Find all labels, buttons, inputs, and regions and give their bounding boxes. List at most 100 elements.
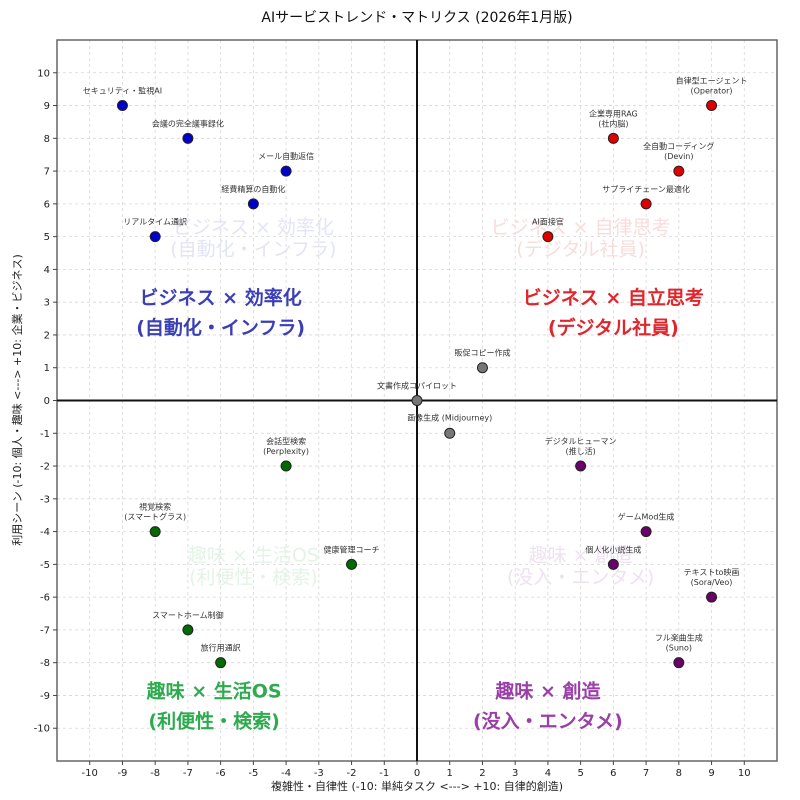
quadrant-watermark-title: ビジネス × 自律思考 bbox=[491, 217, 671, 239]
y-tick-label: -5 bbox=[40, 560, 50, 571]
quadrant-watermark-subtitle: (利便性・検索) bbox=[189, 566, 318, 588]
point-label: 画像生成 (Midjourney) bbox=[407, 412, 492, 422]
point-label: (推し活) bbox=[566, 446, 596, 456]
x-tick-label: -2 bbox=[347, 768, 357, 779]
point-label: 視覚検索 bbox=[139, 502, 171, 512]
quadrant-title-business-autonomy: ビジネス × 自立思考 bbox=[523, 286, 704, 309]
x-tick-label: -9 bbox=[117, 768, 127, 779]
quadrant-watermark-title: 趣味 × 生活OS bbox=[188, 544, 319, 566]
point-label: ゲームMod生成 bbox=[618, 512, 675, 522]
point-label: メール自動返信 bbox=[258, 151, 314, 161]
x-axis-label: 複雑性・自律性 (-10: 単純タスク <---> +10: 自律的創造) bbox=[271, 779, 563, 793]
data-point-hobby-creation bbox=[673, 657, 685, 669]
point-label: サプライチェーン最適化 bbox=[602, 184, 690, 194]
x-tick-label: -1 bbox=[379, 768, 389, 779]
x-tick-label: -6 bbox=[216, 768, 226, 779]
y-tick-label: 0 bbox=[44, 396, 50, 407]
y-tick-label: 5 bbox=[44, 232, 50, 243]
x-tick-label: 5 bbox=[577, 768, 583, 779]
point-label: (Operator) bbox=[691, 87, 733, 96]
y-tick-label: 3 bbox=[44, 298, 50, 309]
data-point-business-autonomy bbox=[673, 165, 685, 177]
quadrant-subtitle-hobby-lifeos: (利便性・検索) bbox=[148, 709, 279, 732]
data-point-business-autonomy bbox=[640, 198, 652, 210]
x-tick-label: 6 bbox=[610, 768, 616, 779]
point-label: (Perplexity) bbox=[263, 447, 309, 456]
y-tick-label: 4 bbox=[44, 265, 50, 276]
y-tick-label: -4 bbox=[40, 527, 50, 538]
point-label: (スマートグラス) bbox=[124, 512, 186, 522]
point-label: (Sora/Veo) bbox=[691, 578, 733, 587]
x-tick-label: -10 bbox=[82, 768, 98, 779]
x-tick-label: 10 bbox=[738, 768, 751, 779]
data-point-hobby-lifeos bbox=[346, 558, 358, 570]
data-point-hobby-lifeos bbox=[280, 460, 292, 472]
y-tick-label: -2 bbox=[40, 462, 50, 473]
point-label: 会議の完全議事録化 bbox=[152, 118, 224, 128]
y-tick-label: -1 bbox=[40, 429, 50, 440]
point-label: (社内脳) bbox=[598, 118, 628, 128]
x-tick-label: 8 bbox=[676, 768, 682, 779]
quadrant-watermark-title: ビジネス × 効率化 bbox=[173, 217, 334, 239]
data-point-business-autonomy bbox=[542, 231, 554, 243]
y-tick-label: 6 bbox=[44, 199, 50, 210]
point-label: (Suno) bbox=[666, 644, 692, 653]
point-label: 会話型検索 bbox=[266, 436, 306, 446]
y-tick-label: 8 bbox=[44, 134, 50, 145]
y-tick-label: -9 bbox=[40, 691, 50, 702]
data-point-hobby-creation bbox=[640, 526, 652, 538]
quadrant-title-hobby-creation: 趣味 × 創造 bbox=[494, 679, 601, 702]
quadrant-watermark-title: 趣味 × 創造 bbox=[529, 544, 633, 566]
y-tick-label: 7 bbox=[44, 167, 50, 178]
x-tick-label: 3 bbox=[512, 768, 518, 779]
data-point-business-efficiency bbox=[182, 132, 194, 144]
y-tick-label: -3 bbox=[40, 494, 50, 505]
x-tick-label: 1 bbox=[447, 768, 453, 779]
point-label: 文書作成コパイロット bbox=[377, 381, 457, 391]
y-axis-label: 利用シーン (-10: 個人・趣味 <---> +10: 企業・ビジネス) bbox=[10, 254, 24, 545]
point-label: 経費精算の自動化 bbox=[221, 184, 285, 194]
point-label: 販促コピー作成 bbox=[454, 348, 510, 358]
data-point-hobby-lifeos bbox=[149, 526, 161, 538]
chart-title: AIサービストレンド・マトリクス (2026年1月版) bbox=[261, 10, 572, 26]
quadrant-watermark-subtitle: (没入・エンタメ) bbox=[507, 566, 654, 588]
data-point-hobby-lifeos bbox=[215, 657, 227, 669]
point-label: テキストto映画 bbox=[684, 567, 740, 577]
data-point-hobby-lifeos bbox=[182, 624, 194, 636]
quadrant-title-business-efficiency: ビジネス × 効率化 bbox=[140, 286, 302, 309]
y-tick-label: -10 bbox=[34, 724, 50, 735]
point-label: 全自動コーディング bbox=[643, 141, 714, 151]
x-tick-label: 7 bbox=[643, 768, 649, 779]
y-tick-label: 9 bbox=[44, 101, 50, 112]
quadrant-subtitle-business-autonomy: (デジタル社員) bbox=[548, 316, 679, 339]
y-tick-label: 1 bbox=[44, 363, 50, 374]
y-tick-label: 2 bbox=[44, 330, 50, 341]
point-label: 自律型エージェント bbox=[676, 76, 748, 86]
data-point-business-efficiency bbox=[247, 198, 259, 210]
point-label: 旅行用通訳 bbox=[201, 643, 241, 653]
data-point-neutral bbox=[444, 427, 456, 439]
data-point-business-efficiency bbox=[116, 100, 128, 112]
x-tick-label: -4 bbox=[281, 768, 291, 779]
point-label: セキュリティ・監視AI bbox=[83, 86, 162, 96]
x-tick-label: 2 bbox=[479, 768, 485, 779]
data-points bbox=[116, 100, 718, 669]
point-label: 健康管理コーチ bbox=[324, 544, 380, 554]
quadrant-labels: ビジネス × 効率化 (自動化・インフラ) ビジネス × 自立思考 (デジタル社員) 趣… bbox=[136, 286, 704, 732]
quadrant-watermark-subtitle: (自動化・インフラ) bbox=[170, 239, 336, 261]
quadrant-subtitle-business-efficiency: (自動化・インフラ) bbox=[136, 316, 305, 339]
x-tick-label: -3 bbox=[314, 768, 324, 779]
data-point-hobby-creation bbox=[607, 558, 619, 570]
x-tick-label: 9 bbox=[708, 768, 714, 779]
data-point-hobby-creation bbox=[575, 460, 587, 472]
data-point-neutral bbox=[411, 395, 423, 406]
point-label: リアルタイム通訳 bbox=[123, 217, 187, 227]
quadrant-watermarks: ビジネス × 効率化(自動化・インフラ) ビジネス × 自律思考(デジタル社員) 趣… bbox=[170, 217, 670, 589]
quadrant-title-hobby-lifeos: 趣味 × 生活OS bbox=[146, 679, 282, 702]
point-label: 個人化小説生成 bbox=[585, 544, 641, 554]
axes: -10 -9 -8 -7 -6 -5 -4 -3 -2 -1 0 1 2 3 4 5 6 7 8 9 10-10-9-8… bbox=[34, 39, 778, 779]
x-tick-label: -7 bbox=[183, 768, 193, 779]
point-label: フル楽曲生成 bbox=[655, 633, 703, 643]
point-label: (Devin) bbox=[664, 152, 693, 161]
